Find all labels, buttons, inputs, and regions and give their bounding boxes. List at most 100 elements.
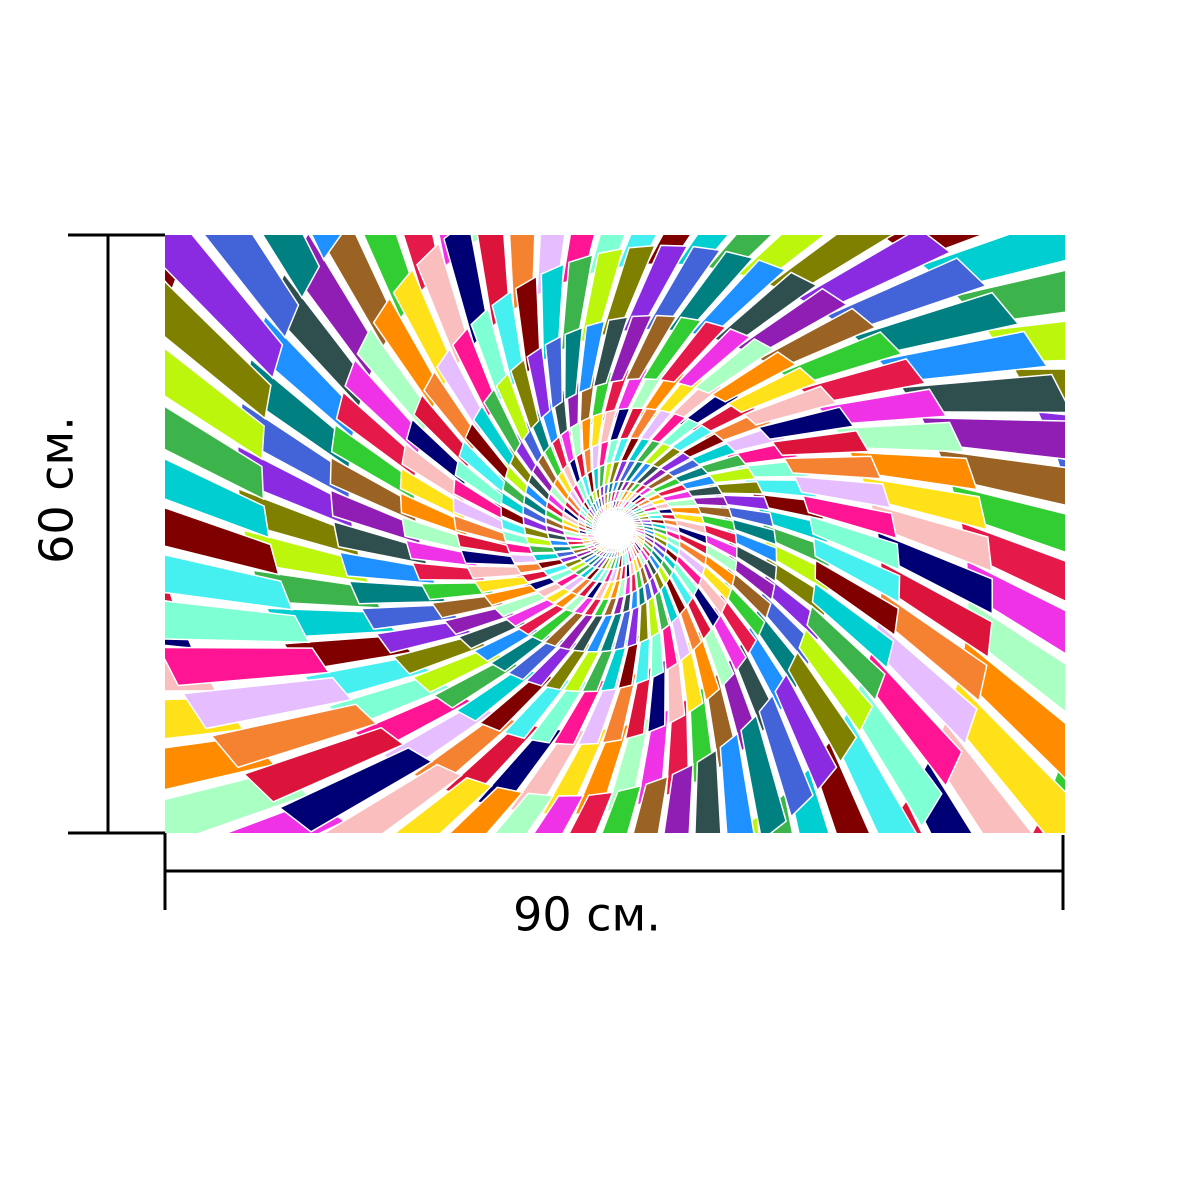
spiral-segment [278,746,434,833]
spiral-segment [261,235,321,300]
spiral-segment [562,505,580,523]
spiral-segment [568,543,589,551]
spiral-segment [572,482,586,507]
spiral-segment [625,604,641,649]
spiral-segment [592,316,629,388]
spiral-segment [581,473,592,499]
spiral-segment [464,421,510,481]
spiral-segment [556,614,596,651]
spiral-segment [793,475,892,509]
spiral-segment [492,592,548,618]
spiral-segment [608,314,654,384]
spiral-segment [647,595,661,639]
spiral-segment [624,314,678,381]
spiral-segment [570,546,591,555]
spiral-segment [448,786,524,833]
spiral-segment [742,385,838,426]
spiral-segment [811,581,895,670]
spiral-segment [564,499,581,519]
spiral-segment [544,334,564,411]
spiral-segment [165,347,265,461]
spiral-segment [654,589,670,633]
height-label: 60 см. [30,416,84,564]
spiral-segment [533,794,585,833]
spiral-segment [562,529,583,539]
spiral-segment [719,732,755,833]
spiral-segment [801,494,898,540]
spiral-segment [210,703,378,769]
spiral-segment [612,608,632,652]
spiral-segment [782,455,882,480]
spiral-segment [758,693,814,819]
spiral-segment [623,460,646,483]
spiral-segment [452,514,508,545]
spiral-segment [585,554,603,567]
spiral-segment [562,523,581,535]
spiral-segment [641,316,703,381]
spiral-segment [675,554,703,588]
spiral-segment [516,604,566,636]
spiral-segment [668,506,703,516]
spiral-segment [617,460,638,483]
spiral-segment [563,326,584,402]
spiral-segment [677,546,706,578]
spiral-segment [645,472,676,490]
spiral-segment [693,338,775,395]
spiral-segment [165,405,265,501]
spiral-segment [181,676,353,730]
spiral-segment [710,351,798,403]
spiral-segment [660,490,694,503]
spiral-segment [494,792,555,833]
spiral-segment [509,358,540,432]
spiral-segment [660,582,679,625]
spiral-segment [634,464,661,485]
spiral-segment [452,495,505,533]
spiral-segment [669,568,694,608]
spiral-segment [165,600,311,644]
spiral-segment [165,458,270,539]
spiral-segment [393,776,494,833]
spiral-segment [726,366,819,414]
spiral-segment [454,458,503,507]
spiral-segment [806,604,886,702]
spiral-segment [664,498,699,508]
spiral-segment [608,555,619,571]
spiral-segment [787,650,858,764]
spiral-segment [577,551,597,562]
spiral-segment [673,561,699,598]
spiral-segment [458,439,506,494]
spiral-segment [612,460,630,484]
spiral-segment [650,477,683,494]
spiral-segment [568,791,614,833]
spiral-segment [676,525,708,546]
spiral-segment [574,549,594,559]
spiral-segment [632,775,669,833]
spiral-segment [601,784,643,833]
spiral-segment [529,608,576,643]
spiral-segment [590,555,607,569]
spiral-segment [242,726,405,803]
spiral-segment [740,713,787,833]
spiral-segment [770,429,870,457]
spiral-segment [814,558,900,637]
spiral-segment [310,235,342,262]
spiral-segment [602,461,614,487]
spiral-segment [482,584,539,607]
spiral-segment [808,515,901,572]
spiral-segment [655,483,689,498]
spiral-segment [473,575,531,594]
spiral-segment [459,549,517,566]
spiral-segment [598,611,624,653]
spiral-segment [798,627,874,734]
spiral-segment [675,328,752,388]
spiral-segment [203,235,300,339]
spiral-segment [584,613,615,653]
width-label: 90 см. [513,888,661,942]
spiral-segment [563,534,584,542]
spiral-segment [598,463,607,490]
spiral-segment [639,467,669,488]
spiral-segment [577,319,606,394]
